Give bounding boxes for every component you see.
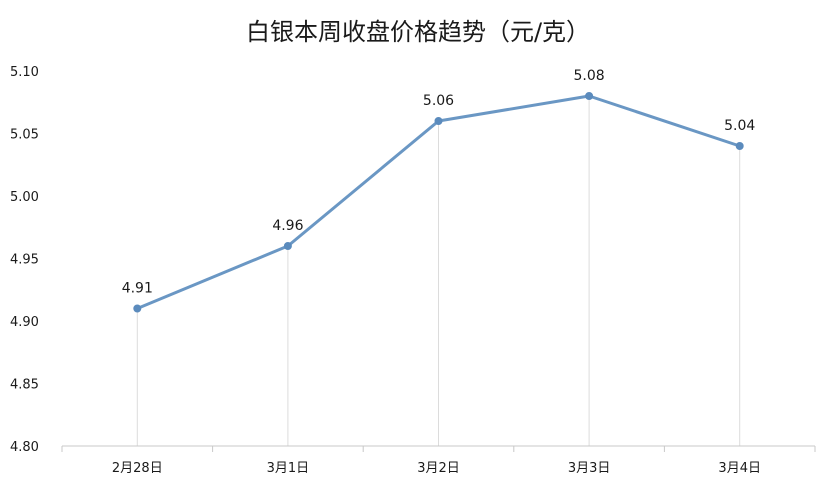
y-tick-labels: 4.80 4.85 4.90 4.95 5.00 5.05 5.10	[10, 65, 39, 455]
chart-title: 白银本周收盘价格趋势（元/克）	[246, 18, 590, 46]
y-tick-label: 4.90	[10, 315, 39, 330]
y-tick-label: 4.85	[10, 378, 39, 393]
x-tick-labels: 2月28日 3月1日 3月2日 3月3日 3月4日	[112, 461, 761, 476]
data-label: 5.04	[724, 118, 755, 134]
data-labels: 4.91 4.96 5.06 5.08 5.04	[122, 68, 756, 297]
data-point	[585, 92, 594, 100]
x-tick-label: 3月4日	[718, 461, 761, 476]
data-label: 4.96	[272, 218, 303, 234]
data-points	[133, 92, 744, 313]
y-tick-label: 5.00	[10, 190, 39, 205]
data-label: 5.06	[423, 93, 454, 109]
data-point	[434, 117, 443, 125]
y-tick-label: 5.05	[10, 128, 39, 143]
x-tick-label: 2月28日	[112, 461, 163, 476]
data-label: 5.08	[574, 68, 605, 84]
y-tick-label: 4.95	[10, 253, 39, 268]
x-tick-label: 3月2日	[417, 461, 460, 476]
data-point	[283, 242, 292, 250]
x-tick-label: 3月3日	[568, 461, 611, 476]
data-point	[133, 304, 142, 313]
x-tick-marks	[61, 446, 816, 452]
y-tick-label: 4.80	[10, 440, 39, 455]
data-label: 4.91	[122, 281, 153, 297]
y-tick-label: 5.10	[10, 65, 39, 80]
drop-lines	[136, 96, 741, 446]
x-tick-label: 3月1日	[267, 461, 310, 476]
data-point	[735, 142, 744, 150]
